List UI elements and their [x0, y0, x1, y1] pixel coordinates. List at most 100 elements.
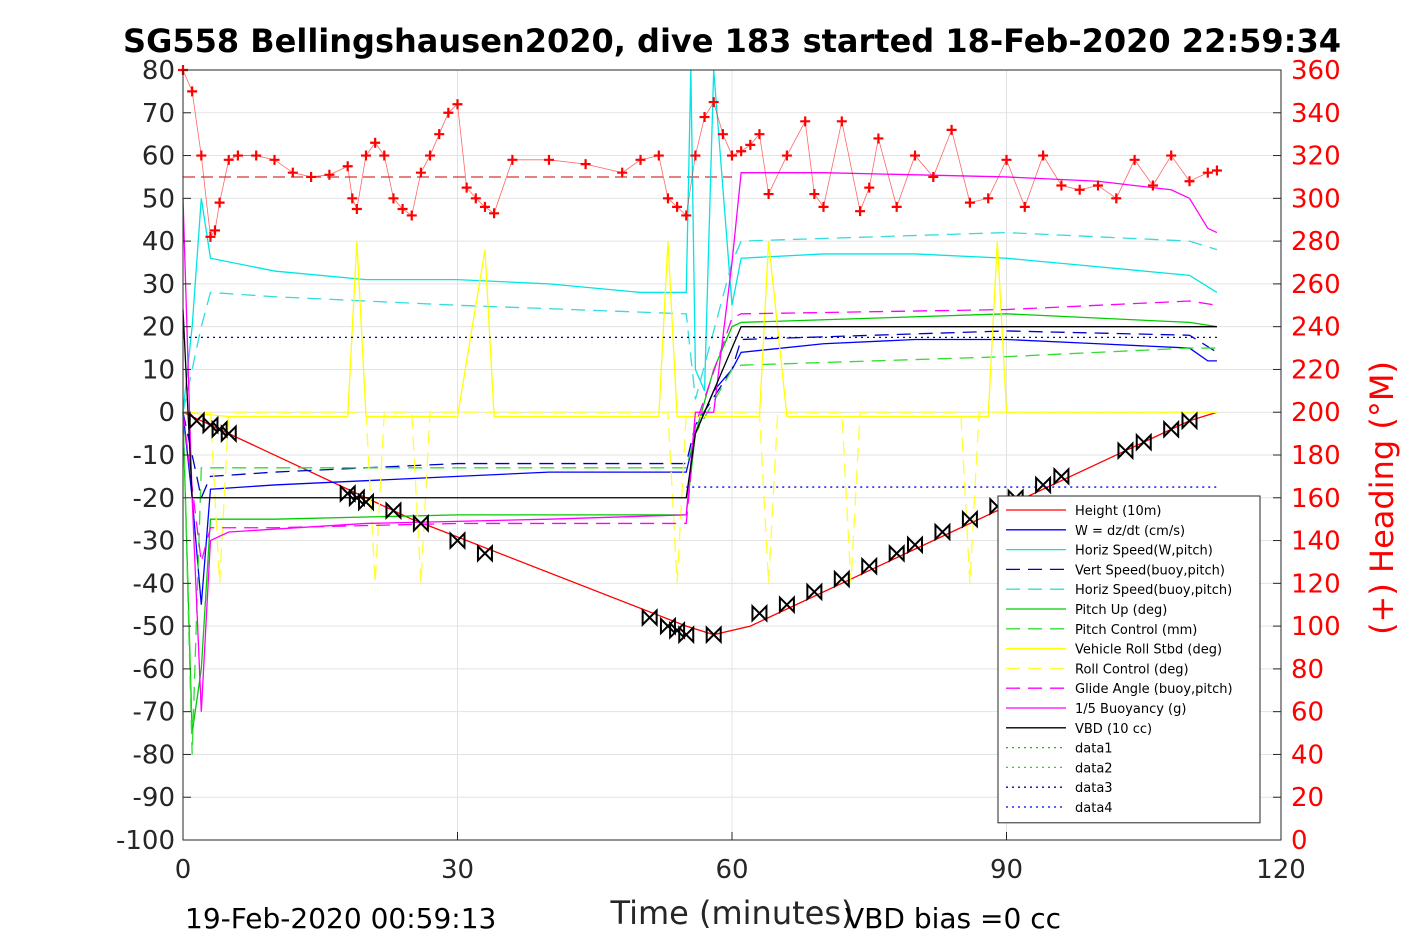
height-marker — [641, 608, 658, 627]
heading-marker — [269, 154, 280, 165]
legend-entry: VBD (10 cc) — [1075, 722, 1152, 737]
heading-marker — [809, 189, 820, 200]
series-line — [182, 231, 1218, 413]
height-marker — [358, 492, 374, 512]
height-marker — [806, 582, 823, 602]
y2-tick-label: 260 — [1291, 270, 1341, 300]
heading-marker — [196, 150, 207, 161]
series-line — [182, 330, 1218, 500]
height-marker — [1117, 441, 1134, 461]
heading-marker — [1019, 201, 1030, 212]
heading-marker — [443, 107, 454, 118]
y2-tick-label: 140 — [1291, 527, 1341, 557]
heading-marker — [1166, 150, 1177, 161]
y-tick-label: 30 — [142, 270, 175, 300]
legend-entry: Pitch Up (deg) — [1075, 603, 1167, 618]
heading-marker — [891, 201, 902, 212]
y-tick-label: -60 — [133, 655, 175, 685]
heading-marker — [754, 129, 765, 140]
heading-marker — [489, 208, 500, 219]
legend-entry: Height (10m) — [1075, 504, 1161, 519]
heading-marker — [910, 150, 920, 161]
legend-box — [997, 495, 1261, 824]
y2-tick-label: 300 — [1291, 184, 1341, 214]
heading-marker — [617, 167, 628, 178]
heading-marker — [1147, 180, 1158, 191]
chart-title: SG558 Bellingshausen2020, dive 183 start… — [123, 22, 1341, 60]
series-line — [183, 411, 1217, 584]
legend-entry: data3 — [1075, 781, 1113, 796]
heading-marker — [470, 193, 481, 204]
height-marker — [1163, 419, 1180, 439]
y-tick-label: -20 — [133, 484, 175, 514]
heading-marker — [1093, 180, 1103, 191]
heading-marker — [187, 86, 198, 97]
legend-entry: Pitch Control (mm) — [1075, 623, 1197, 638]
legend: Height (10m) W = dz/dt (cm/s) Horiz Speed(… — [997, 495, 1261, 824]
heading-marker — [415, 167, 426, 178]
heading-marker — [210, 225, 221, 236]
heading-marker — [544, 154, 554, 165]
y-tick-label: -70 — [133, 698, 175, 728]
legend-entry: Horiz Speed(buoy,pitch) — [1075, 583, 1232, 598]
heading-marker — [434, 129, 445, 140]
y-tick-label: -40 — [133, 569, 175, 599]
height-marker — [705, 625, 722, 645]
y-tick-label: 60 — [142, 142, 175, 172]
y2-tick-label: 240 — [1291, 313, 1341, 343]
height-marker — [385, 501, 402, 521]
heading-marker — [347, 193, 358, 204]
heading-marker — [800, 116, 811, 127]
heading-marker — [452, 99, 463, 110]
legend-entry: 1/5 Buoyancy (g) — [1075, 702, 1186, 717]
heading-marker — [1129, 154, 1140, 165]
height-marker — [1135, 432, 1152, 452]
y-tick-label: 70 — [142, 99, 175, 129]
plot-area — [178, 65, 1222, 755]
heading-marker — [214, 197, 225, 208]
height-marker — [188, 411, 205, 431]
heading-marker — [287, 167, 298, 178]
left-y-ticks: 80 70 60 50 40 30 20 10 0 -10 -20 -30 -40 -50 -60 -70 -8… — [116, 56, 191, 856]
y2-tick-label: 160 — [1291, 484, 1341, 514]
heading-marker — [1074, 184, 1085, 195]
y2-tick-label: 220 — [1291, 355, 1341, 385]
heading-marker — [690, 150, 701, 161]
heading-marker — [745, 139, 756, 150]
heading-marker — [370, 137, 381, 148]
legend-entry: data4 — [1075, 801, 1113, 816]
height-marker — [1181, 411, 1198, 431]
heading-marker — [708, 97, 719, 108]
y2-tick-label: 60 — [1291, 698, 1324, 728]
heading-marker — [232, 150, 243, 161]
heading-marker — [964, 197, 975, 208]
heading-marker — [781, 150, 792, 161]
height-marker — [751, 603, 768, 623]
x-tick-label: 90 — [990, 855, 1023, 885]
heading-marker — [507, 154, 518, 165]
heading-marker — [946, 124, 957, 135]
heading-marker — [251, 150, 262, 161]
x-tick-label: 0 — [175, 855, 192, 885]
legend-entry: Vehicle Roll Stbd (deg) — [1075, 643, 1222, 658]
heading-marker — [717, 129, 728, 140]
heading-marker — [379, 150, 390, 161]
heading-marker — [653, 150, 664, 161]
right-y-ticks: 3603403203002802602402202001801601401201… — [1273, 56, 1341, 856]
heading-marker — [479, 201, 490, 212]
y-tick-label: 50 — [142, 184, 175, 214]
heading-line — [182, 69, 1218, 238]
y2-tick-label: 80 — [1291, 655, 1324, 685]
heading-marker — [580, 159, 591, 170]
y-tick-label: 20 — [142, 313, 175, 343]
heading-marker — [983, 193, 994, 204]
legend-entry: Glide Angle (buoy,pitch) — [1075, 682, 1233, 697]
series-line — [182, 309, 1217, 499]
height-marker — [412, 514, 429, 533]
y-tick-label: -80 — [133, 740, 175, 770]
series-line — [182, 241, 1217, 418]
height-marker — [1035, 475, 1052, 495]
footer-date: 19-Feb-2020 00:59:13 — [185, 902, 496, 935]
heading-marker — [361, 150, 371, 161]
y2-tick-label: 0 — [1291, 826, 1308, 856]
